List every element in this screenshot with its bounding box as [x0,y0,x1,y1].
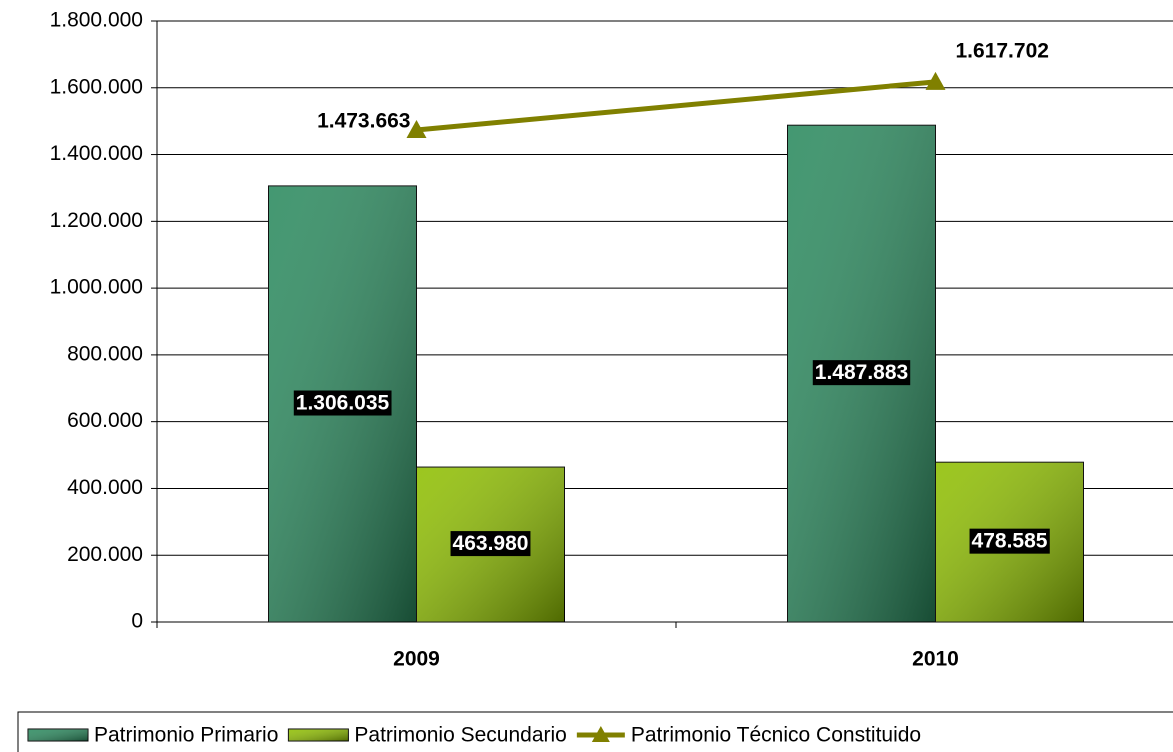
data-label-bg [450,531,531,557]
y-tick-label: 800.000 [67,342,143,365]
x-tick-label: 2010 [912,648,959,671]
legend-label: Patrimonio Técnico Constituido [631,724,921,747]
x-tick-label: 2009 [393,648,440,671]
legend-swatch-shade [288,729,349,741]
y-tick-label: 200.000 [67,543,143,566]
data-label: 1.473.663 [317,110,410,133]
y-tick-label: 0 [131,610,143,633]
legend-label: Patrimonio Primario [94,724,278,747]
data-label-bg [969,528,1050,554]
data-label-text: 1.306.035 [296,392,390,415]
legend-box [17,711,1173,752]
legend-label: Patrimonio Secundario [354,724,566,747]
data-label: 1.487.883 [812,360,911,386]
legend-swatch-marker [591,726,610,742]
data-label-bg [812,360,911,386]
data-label-bg [293,390,392,416]
y-tick-label: 1.000.000 [50,276,143,299]
y-tick-label: 400.000 [67,476,143,499]
y-tick-label: 1.200.000 [50,209,143,232]
data-label-text: 478.585 [972,530,1048,553]
data-label-text: 463.980 [453,532,529,555]
y-tick-label: 1.600.000 [50,75,143,98]
line-marker [406,119,427,138]
legend-swatch-shade [28,729,88,741]
data-label: 478.585 [969,528,1050,554]
y-tick-label: 600.000 [67,409,143,432]
data-label-text: 1.487.883 [815,361,908,384]
data-label: 463.980 [450,531,531,557]
data-label: 1.617.702 [956,39,1049,62]
line [416,79,936,133]
y-tick-label: 1.800.000 [50,9,143,32]
data-label: 1.306.035 [293,390,392,416]
y-tick-label: 1.400.000 [50,142,143,165]
line-marker [925,71,946,90]
